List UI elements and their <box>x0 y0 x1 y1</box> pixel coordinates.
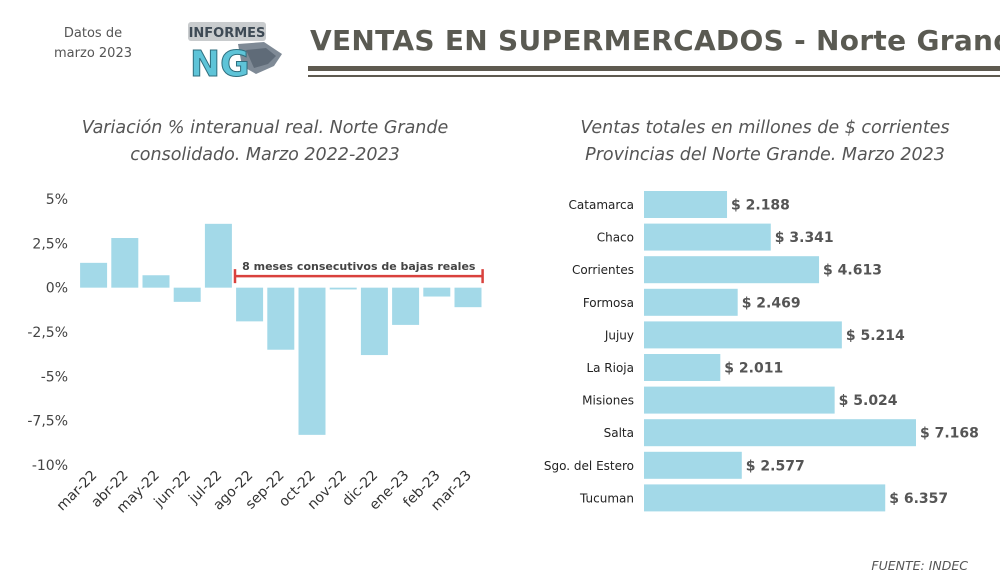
bar-ene-23 <box>392 287 420 325</box>
bar-abr-22 <box>111 238 139 288</box>
bar-catamarca <box>644 191 728 218</box>
annotation-label: 8 meses consecutivos de bajas reales <box>242 260 476 273</box>
category-label: Formosa <box>583 296 634 310</box>
bar-may-22 <box>142 275 170 288</box>
category-label: Sgo. del Estero <box>544 459 634 473</box>
bar-chaco <box>644 223 771 251</box>
main-title: VENTAS EN SUPERMERCADOS - Norte Grande <box>310 24 1000 57</box>
value-label: $ 3.341 <box>775 230 834 246</box>
value-label: $ 5.024 <box>839 393 898 409</box>
variation-bar-chart: 5%2,5%0%-2,5%-5%-7,5%-10%mar-22abr-22may… <box>27 192 484 516</box>
bar-la-rioja <box>644 354 721 381</box>
y-tick-label: 0% <box>46 281 68 297</box>
value-label: $ 7.168 <box>920 426 979 442</box>
category-label: Salta <box>604 426 634 440</box>
annotation-label-bg <box>244 258 473 273</box>
category-label: Misiones <box>582 394 634 408</box>
bar-nov-22 <box>329 287 357 290</box>
category-label: Chaco <box>597 231 634 245</box>
value-label: $ 2.577 <box>746 458 805 474</box>
value-label: $ 6.357 <box>889 491 948 507</box>
logo-mark: NG <box>190 44 250 82</box>
bar-jun-22 <box>173 287 201 302</box>
bar-salta <box>644 419 916 447</box>
y-tick-label: 2,5% <box>32 236 68 252</box>
y-tick-label: -7,5% <box>27 414 68 430</box>
left-chart-title-line2: consolidado. Marzo 2022-2023 <box>130 145 400 165</box>
category-label: Jujuy <box>604 328 634 342</box>
bar-formosa <box>644 288 738 316</box>
y-tick-label: -5% <box>41 369 68 385</box>
value-label: $ 4.613 <box>823 263 882 279</box>
source-note: FUENTE: INDEC <box>871 558 968 573</box>
left-chart-title-line1: Variación % interanual real. Norte Grand… <box>81 118 449 138</box>
bar-sep-22 <box>267 287 295 350</box>
bar-mar-23 <box>454 287 482 308</box>
logo-text: INFORMES <box>189 26 266 41</box>
right-chart-title-line1: Ventas totales en millones de $ corrient… <box>580 118 950 138</box>
date-note: Datos de marzo 2023 <box>38 24 148 64</box>
y-tick-label: -10% <box>32 458 68 474</box>
left-chart-title: Variación % interanual real. Norte Grand… <box>20 115 510 169</box>
bar-misiones <box>644 386 835 414</box>
bar-sgo-del-estero <box>644 451 742 479</box>
category-label: Tucuman <box>579 491 634 505</box>
title-rule <box>308 66 1000 71</box>
title-rule-thin <box>308 75 1000 77</box>
bar-ago-22 <box>236 287 264 322</box>
date-note-line2: marzo 2023 <box>54 46 132 61</box>
bar-oct-22 <box>298 287 326 435</box>
bar-dic-22 <box>360 287 388 356</box>
value-label: $ 2.188 <box>731 198 790 214</box>
bar-jujuy <box>644 321 842 349</box>
bar-tucuman <box>644 484 886 512</box>
category-label: La Rioja <box>586 361 634 375</box>
value-label: $ 2.469 <box>742 295 801 311</box>
value-label: $ 5.214 <box>846 328 905 344</box>
date-note-line1: Datos de <box>63 26 123 41</box>
category-label: Corrientes <box>572 263 634 277</box>
bar-mar-22 <box>80 262 108 288</box>
right-chart-title: Ventas totales en millones de $ corrient… <box>520 115 1000 169</box>
y-tick-label: -2,5% <box>27 325 68 341</box>
category-label: Catamarca <box>569 198 634 212</box>
bar-corrientes <box>644 256 820 284</box>
value-label: $ 2.011 <box>724 361 783 377</box>
y-tick-label: 5% <box>46 192 68 208</box>
bar-feb-23 <box>423 287 451 297</box>
informes-ng-logo: INFORMES NG <box>188 22 282 82</box>
right-chart-title-line2: Provincias del Norte Grande. Marzo 2023 <box>585 145 945 165</box>
bar-jul-22 <box>204 223 232 288</box>
